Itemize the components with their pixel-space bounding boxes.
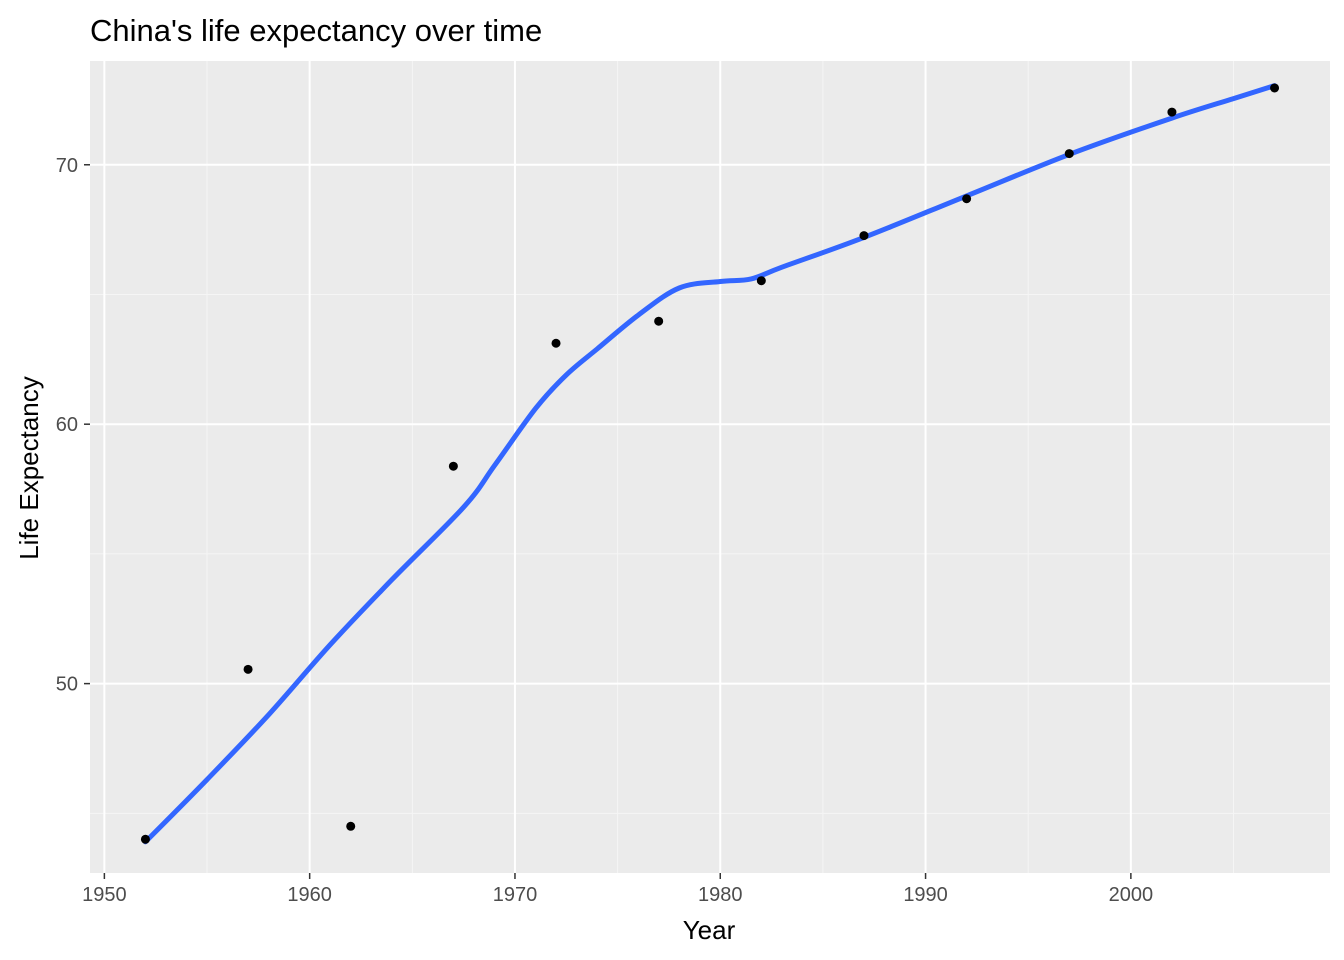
- x-axis-title: Year: [683, 915, 736, 945]
- x-tick-label: 1990: [903, 884, 948, 906]
- x-tick-label: 1970: [493, 884, 538, 906]
- data-point: [1167, 107, 1177, 117]
- smooth-trend-line: [142, 83, 1278, 845]
- data-point: [346, 821, 356, 831]
- data-point: [448, 461, 458, 471]
- y-axis: 50 60 70: [56, 155, 90, 696]
- data-point: [859, 231, 869, 241]
- data-point: [756, 276, 766, 286]
- data-point: [962, 194, 972, 204]
- minor-gridlines: [90, 61, 1330, 873]
- y-axis-title: Life Expectancy: [14, 376, 44, 560]
- data-point: [654, 316, 664, 326]
- x-tick-label: 1980: [698, 884, 743, 906]
- data-point: [551, 338, 561, 348]
- y-tick-label: 60: [56, 414, 78, 436]
- y-tick-label: 70: [56, 155, 78, 177]
- data-points: [140, 83, 1280, 844]
- data-point: [1270, 83, 1280, 93]
- data-point: [1064, 149, 1074, 159]
- x-tick-label: 1960: [287, 884, 332, 906]
- data-point: [243, 664, 253, 674]
- x-axis: 1950 1960 1970 1980 1990 2000: [82, 873, 1153, 906]
- y-tick-label: 50: [56, 674, 78, 696]
- chart-title: China's life expectancy over time: [90, 13, 542, 48]
- plot-panel: [90, 61, 1330, 873]
- data-point: [140, 834, 150, 844]
- x-tick-label: 1950: [82, 884, 127, 906]
- x-tick-label: 2000: [1109, 884, 1154, 906]
